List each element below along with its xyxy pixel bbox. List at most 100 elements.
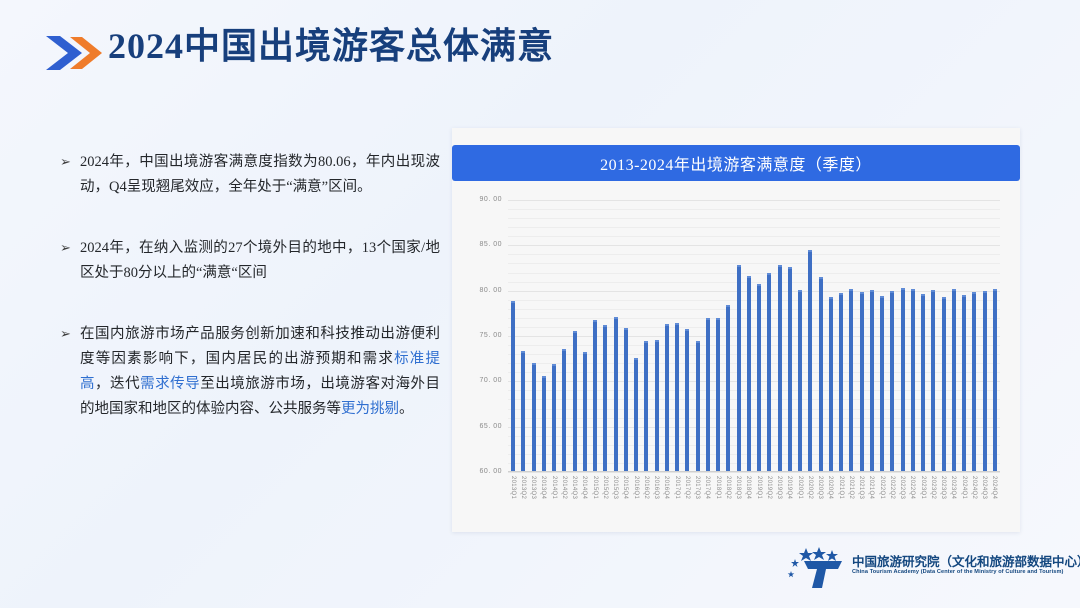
gridline-minor — [508, 281, 1000, 283]
x-axis-tick-label: 2020Q4 — [827, 476, 834, 500]
gridline-minor — [508, 218, 1000, 220]
x-axis-tick-label: 2016Q1 — [632, 476, 639, 500]
gridline-minor — [508, 390, 1000, 392]
bar — [572, 330, 577, 472]
bar — [798, 289, 803, 472]
gridline-minor — [508, 254, 1000, 256]
bullet-marker-icon: ➢ — [60, 240, 71, 255]
gridline-minor — [508, 435, 1000, 437]
bar — [941, 297, 946, 472]
bar — [603, 325, 608, 472]
gridline-major — [508, 290, 1000, 292]
gridline-major — [508, 381, 1000, 383]
x-axis-tick-label: 2022Q3 — [899, 476, 906, 500]
bullet-text-1: 2024年，中国出境游客满意度指数为80.06，年内出现波动，Q4呈现翘尾效应，… — [80, 150, 440, 200]
bar — [623, 327, 628, 472]
bar — [541, 375, 546, 472]
bar — [675, 323, 680, 472]
bullet-item-1: ➢ 2024年，中国出境游客满意度指数为80.06，年内出现波动，Q4呈现翘尾效… — [60, 150, 440, 200]
x-axis-tick-label: 2019Q2 — [765, 476, 772, 500]
bar — [716, 317, 721, 472]
bar-series — [508, 200, 1000, 472]
bullet-text-3: 在国内旅游市场产品服务创新加速和科技推动出游便利度等因素影响下，国内居民的出游预… — [80, 322, 440, 422]
gridline-minor — [508, 399, 1000, 401]
x-axis-tick-label: 2024Q4 — [991, 476, 998, 500]
bullet-item-2: ➢ 2024年，在纳入监测的27个境外目的地中，13个国家/地区处于80分以上的… — [60, 236, 440, 286]
bar — [644, 341, 649, 472]
bar — [593, 319, 598, 472]
bar — [777, 265, 782, 472]
org-name-cn: 中国旅游研究院（文化和旅游部数据中心） — [852, 555, 1080, 569]
x-axis-tick-label: 2017Q1 — [673, 476, 680, 500]
bar — [521, 351, 526, 472]
x-axis-tick-label: 2017Q4 — [704, 476, 711, 500]
bullet-1-seg-0: 2024年，中国出境游客满意度指数为80.06，年内出现波动，Q4呈现翘尾效应，… — [80, 154, 440, 195]
x-axis-tick-label: 2017Q3 — [694, 476, 701, 500]
x-axis-tick-label: 2023Q1 — [919, 476, 926, 500]
bar — [808, 249, 813, 472]
x-axis-tick-label: 2023Q4 — [950, 476, 957, 500]
x-axis-tick-label: 2024Q3 — [981, 476, 988, 500]
gridline-minor — [508, 372, 1000, 374]
bar — [962, 295, 967, 472]
x-axis-tick-label: 2018Q2 — [724, 476, 731, 500]
x-axis-tick-label: 2013Q3 — [530, 476, 537, 500]
x-axis-tick-label: 2016Q4 — [663, 476, 670, 500]
gridline-minor — [508, 263, 1000, 265]
bar — [705, 317, 710, 472]
x-axis-tick-label: 2019Q4 — [786, 476, 793, 500]
x-axis-line — [508, 471, 1000, 472]
bar — [859, 292, 864, 472]
x-axis-tick-label: 2023Q3 — [940, 476, 947, 500]
bar — [992, 288, 997, 472]
bar — [921, 294, 926, 472]
y-axis-tick-label: 70. 00 — [479, 377, 502, 385]
gridline-major — [508, 472, 1000, 473]
chart-card: 2013-2024年出境游客满意度（季度） 60. 00 65. 00 70. 00… — [452, 128, 1020, 532]
x-axis-tick-label: 2021Q1 — [837, 476, 844, 500]
x-axis-tick-label: 2015Q3 — [612, 476, 619, 500]
y-axis-tick-label: 85. 00 — [479, 241, 502, 249]
x-axis-tick-label: 2022Q2 — [888, 476, 895, 500]
gridline-minor — [508, 299, 1000, 301]
bar — [685, 328, 690, 472]
bar — [654, 339, 659, 472]
bar — [880, 296, 885, 472]
bar — [818, 277, 823, 472]
gridline-minor — [508, 453, 1000, 455]
bar — [613, 316, 618, 472]
chart-title-bar: 2013-2024年出境游客满意度（季度） — [452, 145, 1020, 181]
bar — [511, 300, 516, 472]
x-axis-tick-label: 2022Q1 — [878, 476, 885, 500]
bullet-marker-icon: ➢ — [60, 326, 71, 341]
x-axis-tick-label: 2021Q3 — [858, 476, 865, 500]
x-axis-tick-label: 2018Q1 — [714, 476, 721, 500]
double-chevron-icon — [44, 31, 110, 75]
gridline-major — [508, 426, 1000, 428]
gridline-major — [508, 200, 1000, 201]
x-axis-tick-label: 2021Q2 — [847, 476, 854, 500]
y-axis-tick-label: 60. 00 — [479, 468, 502, 475]
x-axis-tick-label: 2014Q1 — [550, 476, 557, 500]
bar — [839, 293, 844, 472]
bar — [910, 288, 915, 472]
gridline-minor — [508, 408, 1000, 410]
x-axis-tick-label: 2020Q3 — [817, 476, 824, 500]
x-axis-tick-label: 2014Q2 — [560, 476, 567, 500]
bar — [531, 363, 536, 472]
x-axis-tick-label: 2013Q2 — [519, 476, 526, 500]
x-axis-tick-label: 2015Q2 — [601, 476, 608, 500]
bar — [726, 305, 731, 472]
bullet-item-3: ➢ 在国内旅游市场产品服务创新加速和科技推动出游便利度等因素影响下，国内居民的出… — [60, 322, 440, 422]
x-axis-tick-label: 2013Q4 — [540, 476, 547, 500]
gridline-minor — [508, 444, 1000, 446]
x-axis-tick-label: 2024Q1 — [960, 476, 967, 500]
bullet-3-seg-6: 。 — [399, 401, 414, 417]
x-axis-tick-label: 2020Q1 — [796, 476, 803, 500]
x-axis-tick-label: 2013Q1 — [509, 476, 516, 500]
bar — [890, 290, 895, 472]
gridline-minor — [508, 272, 1000, 274]
bullet-2-seg-0: 2024年，在纳入监测的27个境外目的地中，13个国家/地区处于80分以上的“满… — [80, 240, 440, 281]
bar — [828, 297, 833, 472]
bar — [787, 267, 792, 472]
